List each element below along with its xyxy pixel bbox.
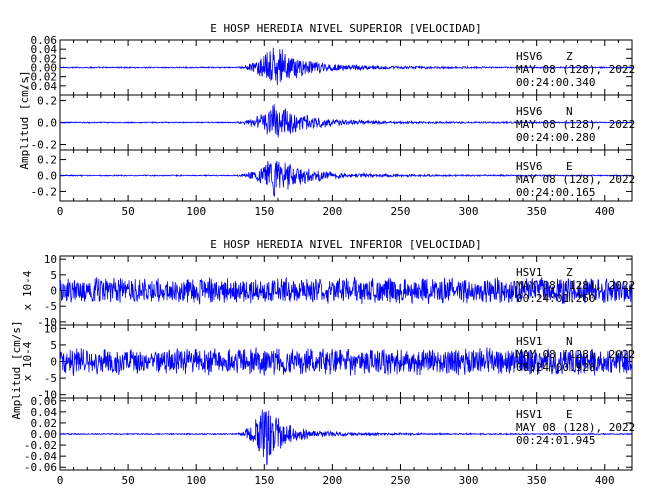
time-label: 00:24:00.280	[516, 131, 595, 144]
component-label: Z	[566, 266, 573, 279]
x-tick-label: 200	[322, 205, 342, 218]
waveform-trace	[59, 347, 633, 377]
y-tick-label: 0.00	[31, 62, 58, 75]
y-tick-label: -0.04	[24, 80, 57, 93]
date-label: MAY 08 (128), 2022	[516, 348, 635, 361]
y-tick-label: 0.06	[31, 34, 58, 47]
y-tick-label: -0.04	[24, 450, 57, 463]
date-label: MAY 08 (128), 2022	[516, 421, 635, 434]
waveform-trace	[59, 160, 633, 197]
x-tick-label: 100	[186, 474, 206, 487]
y-tick-label: 0.0	[37, 170, 57, 183]
date-label: MAY 08 (128), 2022	[516, 63, 635, 76]
y-tick-label: -0.2	[31, 185, 58, 198]
y-tick-label: -10	[37, 389, 57, 402]
date-label: MAY 08 (128), 2022	[516, 118, 635, 131]
component-label: E	[566, 408, 573, 421]
x-tick-label: 0	[57, 205, 64, 218]
x-tick-label: 350	[527, 474, 547, 487]
y-tick-label: -10	[37, 316, 57, 329]
component-label: Z	[566, 50, 573, 63]
time-label: 00:24:00.340	[516, 76, 595, 89]
x-tick-label: 400	[595, 205, 615, 218]
y-tick-label: 0.0	[37, 117, 57, 130]
x-tick-label: 50	[121, 474, 134, 487]
y-axis-label: Amplitud [cm/s]	[10, 320, 23, 419]
x-tick-label: 250	[391, 474, 411, 487]
x-tick-label: 100	[186, 205, 206, 218]
chart-title: E HOSP HEREDIA NIVEL INFERIOR [VELOCIDAD…	[210, 238, 482, 251]
x-tick-label: 200	[322, 474, 342, 487]
time-label: 00:24:00.165	[516, 186, 595, 199]
x-tick-label: 300	[459, 205, 479, 218]
y-tick-label: 5	[50, 339, 57, 352]
x-tick-label: 50	[121, 205, 134, 218]
y-axis-label: Amplitud [cm/s]	[18, 70, 31, 169]
y-tick-label: -0.2	[31, 139, 58, 152]
waveform-trace	[59, 409, 633, 466]
y-tick-label: -5	[44, 372, 57, 385]
station-label: HSV1	[516, 266, 543, 279]
component-label: N	[566, 335, 573, 348]
x-tick-label: 300	[459, 474, 479, 487]
date-label: MAY 08 (128), 2022	[516, 173, 635, 186]
station-label: HSV6	[516, 50, 543, 63]
y-tick-label: 0.04	[31, 43, 58, 56]
y-tick-label: 0.00	[31, 428, 58, 441]
y-tick-label: 0.02	[31, 52, 58, 65]
waveform-trace	[59, 277, 633, 305]
y-tick-label: 10	[44, 322, 57, 335]
x-tick-label: 150	[254, 205, 274, 218]
station-label: HSV1	[516, 335, 543, 348]
y-tick-label: 10	[44, 253, 57, 266]
y-tick-label: 0.02	[31, 417, 58, 430]
y-tick-label: -0.02	[24, 439, 57, 452]
y-tick-label: -0.06	[24, 461, 57, 474]
y-tick-label: -5	[44, 300, 57, 313]
component-label: E	[566, 160, 573, 173]
waveform-trace	[59, 104, 633, 138]
x-tick-label: 400	[595, 474, 615, 487]
time-label: 00:24:01.945	[516, 434, 595, 447]
station-label: HSV6	[516, 160, 543, 173]
scale-factor-label: x 10-4	[21, 341, 34, 381]
station-label: HSV1	[516, 408, 543, 421]
y-tick-label: -0.02	[24, 71, 57, 84]
scale-factor-label: x 10-4	[21, 270, 34, 310]
x-tick-label: 0	[57, 474, 64, 487]
chart-title: E HOSP HEREDIA NIVEL SUPERIOR [VELOCIDAD…	[210, 22, 482, 35]
time-label: 00:24:00.920	[516, 361, 595, 374]
station-label: HSV6	[516, 105, 543, 118]
y-tick-label: 0.06	[31, 395, 58, 408]
x-tick-label: 250	[391, 205, 411, 218]
y-tick-label: 0	[50, 285, 57, 298]
y-tick-label: 0	[50, 356, 57, 369]
x-tick-label: 150	[254, 474, 274, 487]
time-label: 00:24:01.260	[516, 292, 595, 305]
date-label: MAY 08 (128), 2022	[516, 279, 635, 292]
y-tick-label: 5	[50, 269, 57, 282]
y-tick-label: 0.04	[31, 406, 58, 419]
waveform-trace	[59, 47, 633, 86]
x-tick-label: 350	[527, 205, 547, 218]
component-label: N	[566, 105, 573, 118]
y-tick-label: 0.2	[37, 95, 57, 108]
y-tick-label: 0.2	[37, 154, 57, 167]
